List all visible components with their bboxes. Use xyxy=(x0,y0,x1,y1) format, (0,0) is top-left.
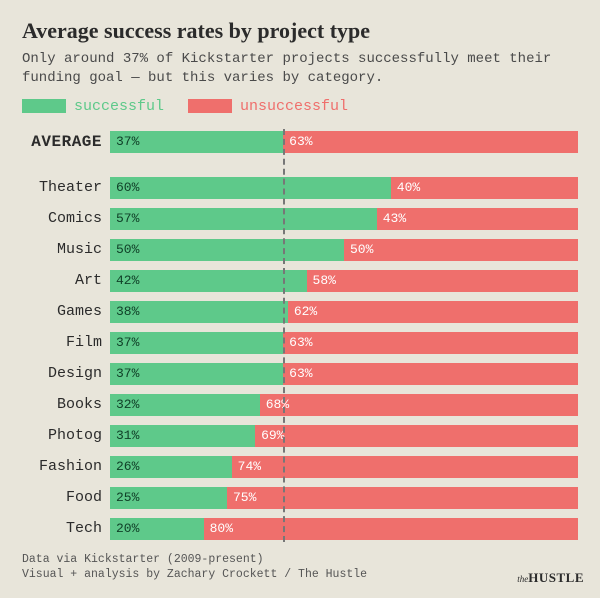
bar-segment-unsuccessful: 74% xyxy=(232,456,578,478)
bar-segment-successful: 42% xyxy=(110,270,307,292)
bar-segment-unsuccessful: 80% xyxy=(204,518,578,540)
footer-source: Data via Kickstarter (2009-present) xyxy=(22,552,578,568)
bar-segment-successful: 20% xyxy=(110,518,204,540)
bar-segment-unsuccessful: 75% xyxy=(227,487,578,509)
legend-label-unsuccessful: unsuccessful xyxy=(240,98,348,115)
row-label: Theater xyxy=(22,179,110,196)
row-label: Games xyxy=(22,303,110,320)
bar-track: 57%43% xyxy=(110,208,578,230)
row-category: Books32%68% xyxy=(22,392,578,418)
bar-segment-unsuccessful: 69% xyxy=(255,425,578,447)
bar-segment-successful: 60% xyxy=(110,177,391,199)
bar-segment-unsuccessful: 50% xyxy=(344,239,578,261)
bar-segment-unsuccessful: 63% xyxy=(283,131,578,153)
bar-segment-successful: 26% xyxy=(110,456,232,478)
legend-swatch-unsuccessful xyxy=(188,99,232,113)
row-category: Fashion26%74% xyxy=(22,454,578,480)
bar-segment-unsuccessful: 68% xyxy=(260,394,578,416)
bar-segment-unsuccessful: 43% xyxy=(377,208,578,230)
legend-label-successful: successful xyxy=(74,98,164,115)
bar-track: 42%58% xyxy=(110,270,578,292)
bar-track: 32%68% xyxy=(110,394,578,416)
chart-title: Average success rates by project type xyxy=(22,18,578,44)
legend-item-successful: successful xyxy=(22,98,164,115)
bar-segment-successful: 38% xyxy=(110,301,288,323)
bar-track: 50%50% xyxy=(110,239,578,261)
bar-track: 31%69% xyxy=(110,425,578,447)
bar-segment-successful: 37% xyxy=(110,363,283,385)
row-category: Food25%75% xyxy=(22,485,578,511)
row-category: Art42%58% xyxy=(22,268,578,294)
row-label: Design xyxy=(22,365,110,382)
row-label: Art xyxy=(22,272,110,289)
bar-track: 37%63% xyxy=(110,332,578,354)
legend-swatch-successful xyxy=(22,99,66,113)
bar-segment-successful: 37% xyxy=(110,131,283,153)
legend-item-unsuccessful: unsuccessful xyxy=(188,98,348,115)
row-label: Film xyxy=(22,334,110,351)
legend: successful unsuccessful xyxy=(22,98,578,115)
brand-name: HUSTLE xyxy=(528,570,584,585)
bar-segment-unsuccessful: 40% xyxy=(391,177,578,199)
bar-chart: AVERAGE37%63%Theater60%40%Comics57%43%Mu… xyxy=(22,129,578,542)
brand-logo: theHUSTLE xyxy=(517,570,584,586)
row-category: Comics57%43% xyxy=(22,206,578,232)
row-label: Books xyxy=(22,396,110,413)
brand-the: the xyxy=(517,574,528,584)
row-label: Photog xyxy=(22,427,110,444)
bar-track: 37%63% xyxy=(110,131,578,153)
row-label: Fashion xyxy=(22,458,110,475)
bar-segment-successful: 25% xyxy=(110,487,227,509)
row-category: Design37%63% xyxy=(22,361,578,387)
bar-track: 26%74% xyxy=(110,456,578,478)
row-category: Tech20%80% xyxy=(22,516,578,542)
bar-track: 25%75% xyxy=(110,487,578,509)
chart-subtitle: Only around 37% of Kickstarter projects … xyxy=(22,50,578,88)
row-category: Games38%62% xyxy=(22,299,578,325)
bar-segment-successful: 57% xyxy=(110,208,377,230)
row-category: Photog31%69% xyxy=(22,423,578,449)
bar-track: 37%63% xyxy=(110,363,578,385)
row-category: Theater60%40% xyxy=(22,175,578,201)
bar-track: 60%40% xyxy=(110,177,578,199)
row-label: Music xyxy=(22,241,110,258)
row-average: AVERAGE37%63% xyxy=(22,129,578,155)
bar-track: 38%62% xyxy=(110,301,578,323)
bar-segment-unsuccessful: 63% xyxy=(283,363,578,385)
row-label: Tech xyxy=(22,520,110,537)
bar-segment-unsuccessful: 58% xyxy=(307,270,578,292)
row-label: Food xyxy=(22,489,110,506)
bar-segment-successful: 50% xyxy=(110,239,344,261)
row-label: Comics xyxy=(22,210,110,227)
bar-track: 20%80% xyxy=(110,518,578,540)
bar-segment-unsuccessful: 62% xyxy=(288,301,578,323)
footer: Data via Kickstarter (2009-present) Visu… xyxy=(22,552,578,583)
bar-segment-successful: 31% xyxy=(110,425,255,447)
row-category: Music50%50% xyxy=(22,237,578,263)
bar-segment-successful: 32% xyxy=(110,394,260,416)
bar-segment-unsuccessful: 63% xyxy=(283,332,578,354)
footer-credit: Visual + analysis by Zachary Crockett / … xyxy=(22,567,578,583)
bar-segment-successful: 37% xyxy=(110,332,283,354)
row-category: Film37%63% xyxy=(22,330,578,356)
row-label: AVERAGE xyxy=(22,133,110,151)
